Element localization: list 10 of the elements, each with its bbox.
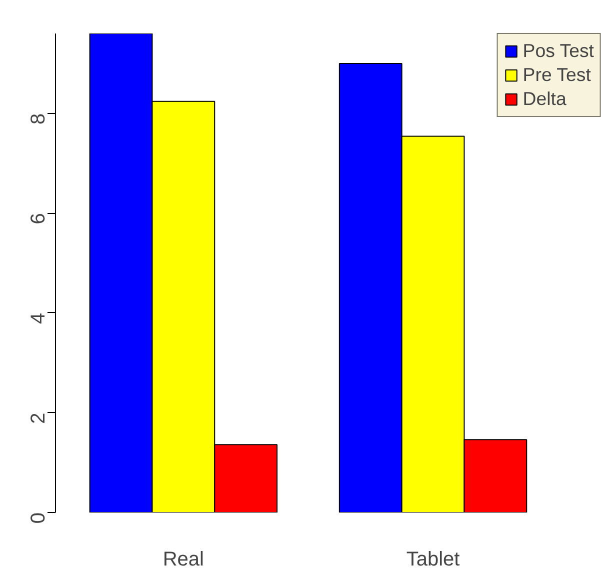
y-tick-label: 0	[28, 512, 50, 524]
x-tick-label: Real	[162, 548, 204, 570]
y-tick-label: 4	[28, 312, 50, 324]
legend-label: Pos Test	[522, 40, 594, 62]
x-tick-label: Tablet	[406, 548, 460, 570]
legend-label: Pre Test	[522, 64, 591, 86]
y-tick-label: 6	[28, 213, 50, 224]
y-tick-label: 8	[28, 113, 50, 124]
y-tick-label: 2	[28, 412, 50, 424]
legend-label: Delta	[522, 88, 566, 110]
